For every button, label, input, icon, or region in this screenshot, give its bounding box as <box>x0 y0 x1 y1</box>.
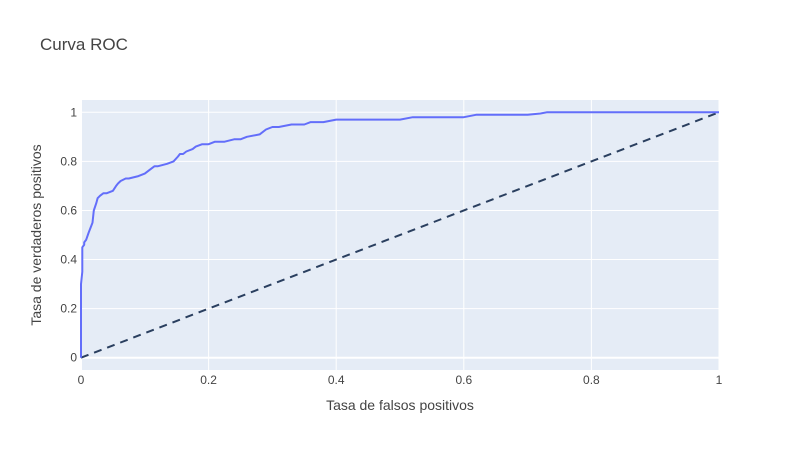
diagonal-reference-line <box>80 111 720 359</box>
y-tick-labels: 0 0.2 0.4 0.6 0.8 1 <box>60 105 77 364</box>
x-tick-label: 0.2 <box>200 373 217 387</box>
x-tick-label: 0 <box>78 373 85 387</box>
x-tick-label: 0.8 <box>583 373 600 387</box>
y-tick-label: 0.6 <box>60 203 77 217</box>
x-tick-labels: 0 0.2 0.4 0.6 0.8 1 <box>78 373 723 387</box>
x-tick-label: 0.4 <box>328 373 345 387</box>
y-tick-label: 1 <box>70 105 77 119</box>
roc-curve-line <box>80 111 719 358</box>
y-tick-label: 0.4 <box>60 253 77 267</box>
y-axis-label: Tasa de verdaderos positivos <box>28 144 44 325</box>
x-axis-label: Tasa de falsos positivos <box>326 397 474 413</box>
chart-title: Curva ROC <box>40 35 128 54</box>
y-tick-label: 0.8 <box>60 154 77 168</box>
x-tick-label: 0.6 <box>455 373 472 387</box>
y-tick-label: 0.2 <box>60 302 77 316</box>
series-layer <box>80 111 720 359</box>
y-tick-label: 0 <box>70 351 77 365</box>
x-tick-label: 1 <box>716 373 723 387</box>
grid <box>80 100 720 370</box>
